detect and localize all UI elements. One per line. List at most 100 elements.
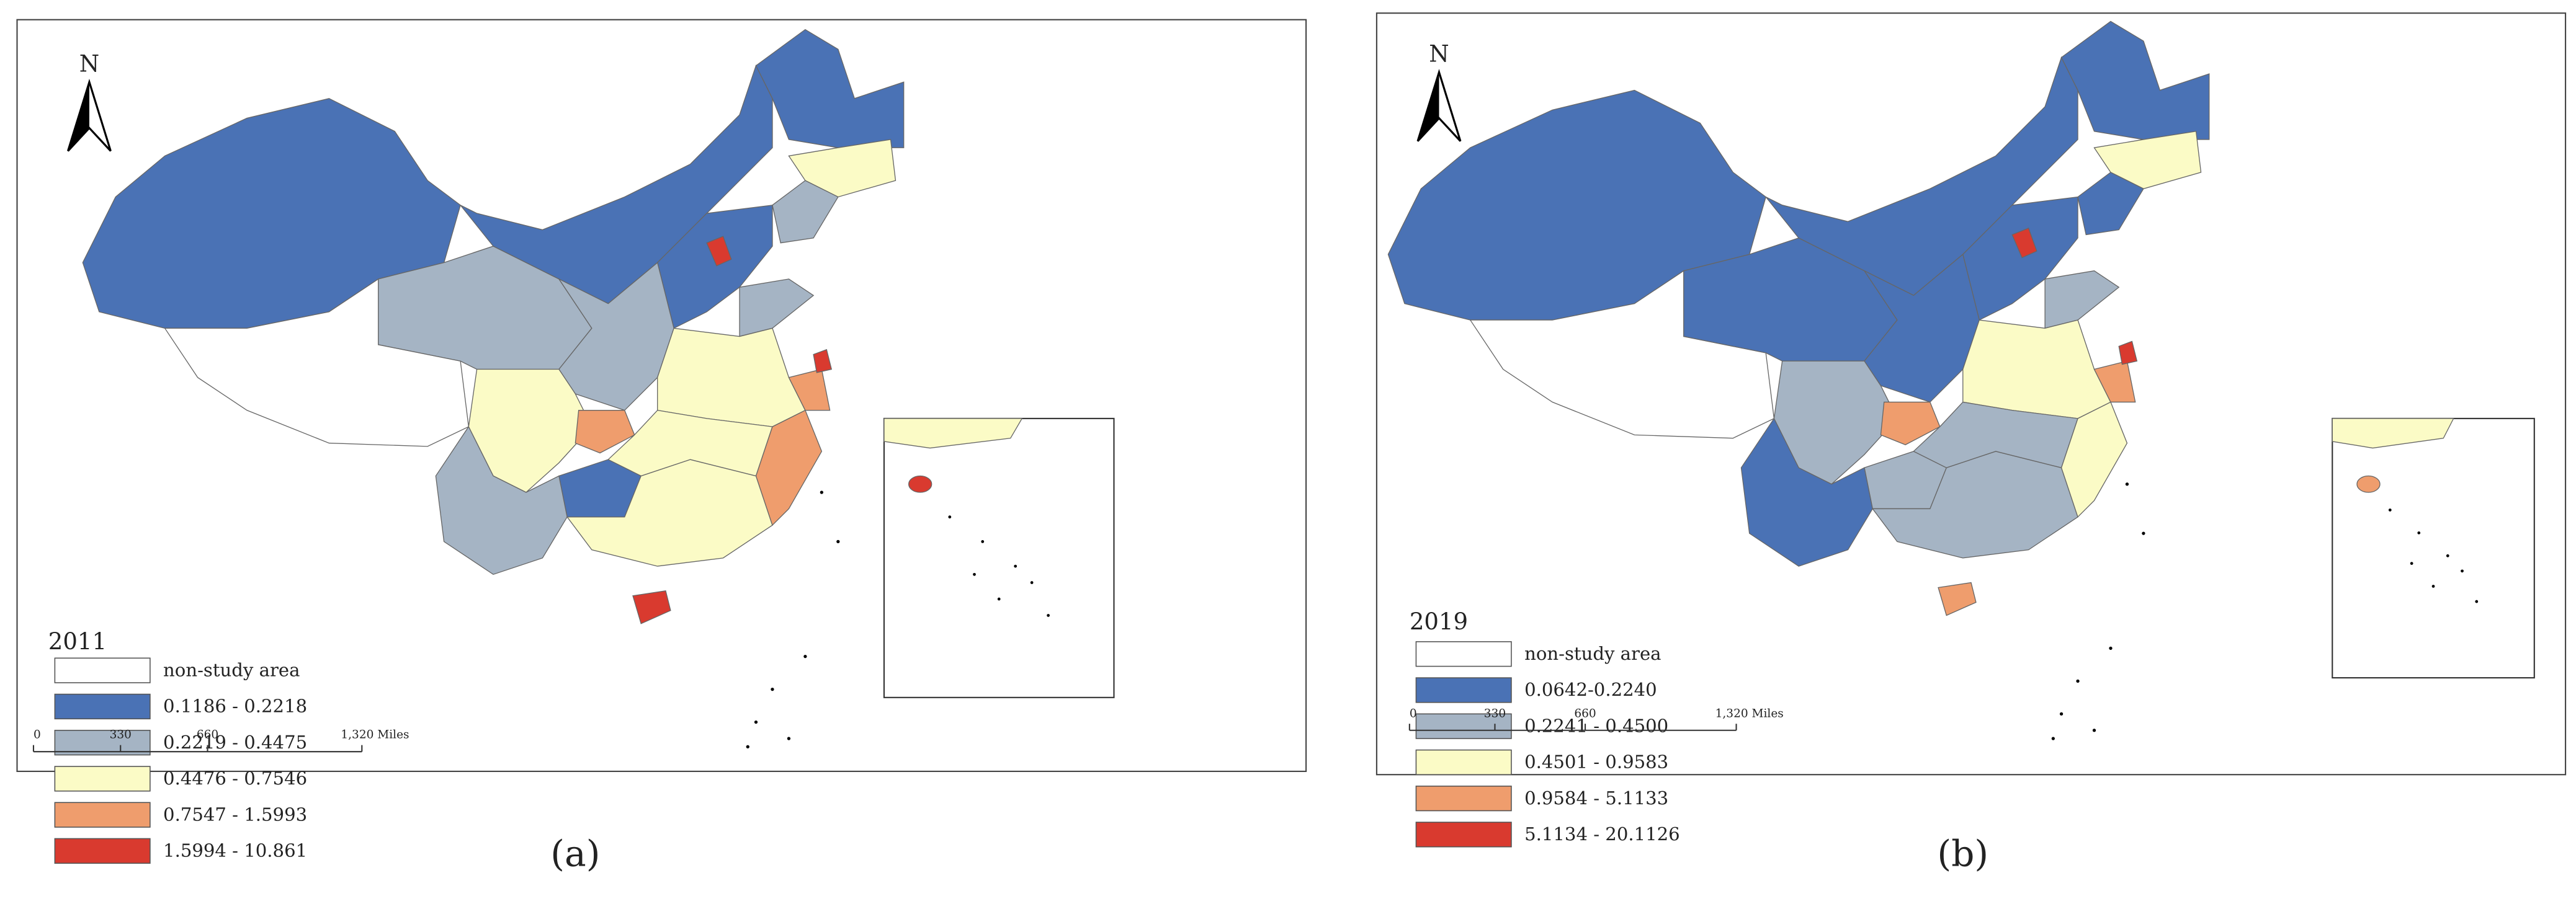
legend-label: 0.2241 - 0.4500 — [1524, 715, 1668, 736]
scale-label: 0 — [34, 729, 41, 742]
legend-label: 0.2219 - 0.4475 — [163, 732, 307, 753]
inset-island — [2475, 600, 2479, 603]
island — [2059, 712, 2064, 716]
legend-swatch — [1415, 749, 1512, 776]
province — [2011, 228, 2037, 259]
province — [656, 205, 773, 329]
north-arrow-fill — [1418, 72, 1439, 141]
scale-label: 1,320 Miles — [341, 729, 409, 742]
inset-island — [2417, 531, 2421, 535]
inset-island — [2431, 585, 2435, 588]
inset-coast — [2332, 418, 2454, 449]
province — [788, 368, 831, 411]
legend-label: 0.4501 - 0.9583 — [1524, 752, 1668, 773]
panel-caption: (b) — [1937, 833, 1988, 875]
province — [632, 590, 671, 624]
inset-island — [2410, 562, 2413, 565]
island — [2125, 482, 2129, 486]
legend-year: 2019 — [1410, 608, 1468, 635]
province — [2060, 401, 2128, 518]
province — [1880, 401, 1941, 445]
legend-label: 5.1134 - 20.1126 — [1524, 823, 1680, 845]
legend-label: 0.9584 - 5.1133 — [1524, 788, 1668, 809]
inset-island — [2446, 554, 2449, 557]
legend-swatch — [1415, 641, 1512, 667]
province — [739, 278, 815, 337]
legend-label: 0.1186 - 0.2218 — [163, 696, 307, 717]
inset-frame — [883, 417, 1115, 698]
legend-label: 0.4476 - 0.7546 — [163, 768, 307, 789]
island — [746, 745, 749, 748]
north-label: N — [1429, 40, 1449, 67]
map — [82, 29, 905, 748]
inset-island — [997, 597, 1001, 601]
island — [2092, 729, 2096, 732]
scale-label: 660 — [1574, 707, 1596, 720]
legend-label: non-study area — [1524, 643, 1661, 664]
island — [820, 490, 824, 494]
province — [2060, 20, 2210, 140]
island — [2142, 531, 2145, 535]
province — [1469, 270, 1775, 439]
island — [754, 720, 758, 724]
inset-island — [973, 572, 976, 576]
legend-swatch — [54, 729, 151, 756]
inset-island — [1014, 564, 1017, 568]
province — [435, 425, 568, 575]
scale-label: 330 — [1484, 707, 1506, 720]
province — [2093, 360, 2136, 403]
scale-label: 0 — [1410, 707, 1417, 720]
inset-island — [1030, 581, 1034, 584]
inset-frame — [2332, 417, 2535, 679]
island — [787, 737, 791, 740]
province — [575, 409, 635, 454]
panel-caption: (a) — [550, 833, 600, 875]
island — [2109, 646, 2113, 650]
inset-hainan — [908, 475, 932, 493]
province — [164, 278, 470, 447]
legend-year: 2011 — [48, 628, 107, 655]
inset-island — [1047, 614, 1050, 617]
province — [1962, 196, 2078, 321]
legend-swatch — [54, 802, 151, 828]
island — [771, 687, 774, 691]
province — [2044, 270, 2120, 329]
province — [706, 236, 732, 267]
legend-label: 0.0642-0.2240 — [1524, 679, 1657, 700]
legend-swatch — [54, 838, 151, 864]
legend-label: non-study area — [163, 659, 300, 680]
island — [836, 539, 840, 544]
province — [1938, 582, 1977, 616]
legend-swatch — [54, 766, 151, 792]
island — [803, 655, 807, 659]
province — [755, 29, 905, 148]
legend-label: 1.5994 - 10.861 — [163, 840, 307, 861]
map-panel: N 2011 non-study area 0.1186 - 0.2218 0.2219… — [16, 19, 1307, 864]
province — [557, 262, 674, 411]
legend-swatch — [54, 693, 151, 720]
inset-island — [2388, 508, 2392, 512]
province — [1740, 417, 1873, 567]
inset-island — [981, 540, 985, 543]
inset-coast — [883, 418, 1023, 449]
scale-label: 330 — [110, 729, 132, 742]
province — [1863, 254, 1980, 403]
inset-island — [948, 515, 952, 519]
province — [772, 180, 839, 244]
province — [813, 348, 833, 373]
north-label: N — [79, 50, 99, 77]
legend-swatch — [1415, 822, 1512, 848]
province — [755, 409, 823, 526]
legend-swatch — [1415, 785, 1512, 812]
island — [2051, 737, 2055, 740]
legend-swatch — [54, 657, 151, 683]
map-panel: N 2019 non-study area 0.0642-0.2240 0.2241 -… — [1375, 12, 2567, 848]
scale-label: 1,320 Miles — [1715, 707, 1784, 720]
legend-label: 0.7547 - 1.5993 — [163, 804, 307, 825]
map — [1387, 20, 2210, 740]
province — [2118, 340, 2138, 365]
legend-swatch — [1415, 677, 1512, 703]
island — [2076, 679, 2080, 683]
scale-label: 660 — [197, 729, 218, 742]
